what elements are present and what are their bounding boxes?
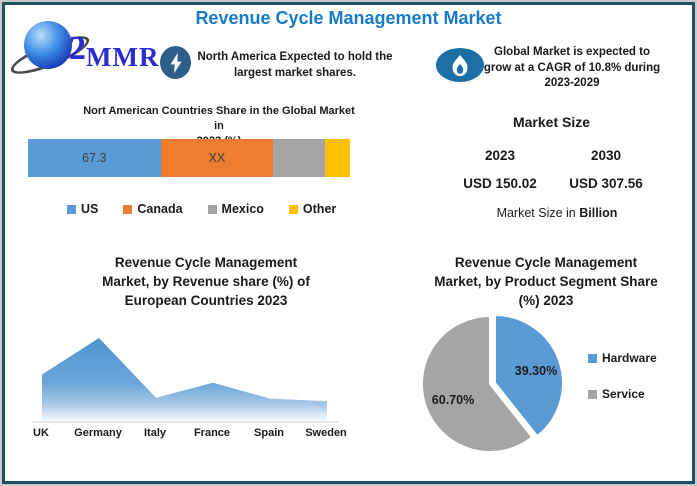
market-size-col-2030: 2030 USD 307.56 (541, 148, 671, 191)
legend-label: Mexico (221, 202, 264, 216)
market-size-year: 2030 (590, 148, 622, 163)
legend-label: US (81, 202, 99, 216)
pie-chart (420, 314, 564, 453)
text-line: (%) 2023 (518, 293, 574, 308)
text-line: 2023-2029 (544, 77, 600, 89)
pie-slice-hardware (494, 314, 564, 438)
area-x-label-france: France (193, 427, 231, 439)
logo-swoosh: 2 (69, 30, 86, 67)
legend-label: Canada (137, 202, 183, 216)
legend-swatch-icon (207, 204, 217, 214)
pie-chart-title: Revenue Cycle Management Market, by Produ… (415, 253, 677, 310)
legend-swatch-icon (123, 204, 133, 214)
legend-label: Hardware (602, 351, 657, 365)
text-line: Revenue Cycle Management (114, 255, 298, 270)
area-chart-title: Revenue Cycle Management Market, by Reven… (51, 253, 361, 310)
text-line: Nort American Countries Share in the Glo… (83, 105, 355, 132)
market-size-year: 2023 (484, 148, 516, 163)
area-chart-svg (32, 338, 338, 423)
lightning-icon (160, 46, 191, 79)
legend-swatch-icon (588, 353, 597, 363)
legend-item-mexico: Mexico (207, 202, 264, 216)
area-x-axis-labels: UK Germany Italy France Spain Sweden (30, 427, 347, 441)
text-line: grow at a CAGR of 10.8% during (483, 61, 661, 74)
text-line: Market, by Product Segment Share (434, 274, 658, 289)
text-line: Global Market is expected to (494, 46, 650, 58)
market-size-note: Market Size in Billion (427, 206, 687, 220)
market-size-heading: Market Size (512, 114, 591, 130)
stacked-bar: 67.3 XX (28, 139, 350, 177)
market-size-value: USD 150.02 (463, 176, 537, 191)
bar-segment-other (324, 139, 350, 177)
legend-item-other: Other (288, 202, 337, 216)
text-line: Revenue Cycle Management (454, 255, 638, 270)
market-size-col-2023: 2023 USD 150.02 (435, 148, 565, 191)
logo-text: MMR (86, 42, 160, 72)
legend-swatch-icon (288, 204, 298, 214)
legend-item-service: Service (588, 387, 657, 401)
legend-item-hardware: Hardware (588, 351, 657, 365)
mmr-logo: 2 MMR (6, 14, 169, 92)
text-line: North America Expected to hold the (197, 51, 393, 63)
pie-legend: Hardware Service (588, 351, 657, 423)
legend-item-us: US (67, 202, 98, 216)
area-x-label-italy: Italy (143, 427, 167, 439)
area-x-label-sweden: Sweden (305, 427, 347, 439)
text-line: European Countries 2023 (124, 293, 288, 308)
note-prefix: Market Size in (496, 206, 580, 220)
pie-label-hardware: 39.30% (514, 364, 558, 378)
highlight-north-america: North America Expected to hold the larges… (190, 50, 400, 81)
legend-swatch-icon (67, 204, 76, 214)
legend-item-canada: Canada (123, 202, 183, 216)
note-unit: Billion (579, 206, 618, 220)
legend-swatch-icon (588, 389, 597, 399)
pie-label-service: 60.70% (431, 393, 475, 407)
market-size-value: USD 307.56 (569, 176, 643, 191)
bar-legend: US Canada Mexico Other (67, 202, 336, 216)
bar-segment-us: 67.3 (28, 139, 161, 177)
page-title: Revenue Cycle Management Market (195, 8, 502, 28)
text-line: largest market shares. (233, 66, 357, 79)
globe-icon (24, 21, 72, 69)
flame-icon (436, 48, 484, 82)
area-x-label-germany: Germany (74, 427, 122, 439)
bar-segment-label: XX (208, 151, 226, 165)
area-x-label-spain: Spain (254, 427, 284, 439)
legend-label: Other (302, 202, 337, 216)
bar-segment-mexico (273, 139, 325, 177)
bar-segment-label: 67.3 (82, 151, 107, 165)
text-line: Market, by Revenue share (%) of (102, 274, 310, 289)
area-x-label-uk: UK (33, 427, 49, 439)
bar-segment-canada: XX (160, 139, 274, 177)
pie-slice-service (420, 315, 534, 453)
area-chart: UK Germany Italy France Spain Sweden (30, 333, 347, 443)
legend-label: Service (602, 387, 645, 401)
highlight-cagr: Global Market is expected to grow at a CA… (467, 45, 677, 92)
